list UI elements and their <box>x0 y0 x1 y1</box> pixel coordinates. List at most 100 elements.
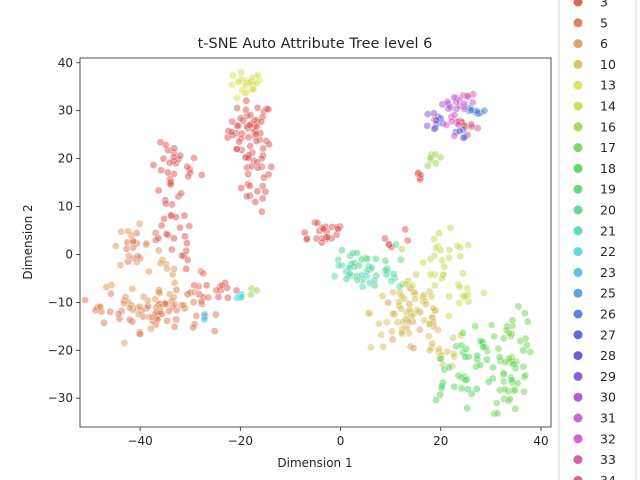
data-point <box>426 153 435 162</box>
data-point <box>507 376 516 384</box>
data-point <box>100 319 108 327</box>
data-point <box>428 339 437 348</box>
data-point <box>148 313 156 322</box>
data-point <box>81 296 89 304</box>
data-point <box>212 286 221 295</box>
chart-title: t-SNE Auto Attribute Tree level 6 <box>198 36 433 52</box>
data-point <box>168 245 176 254</box>
data-point <box>473 107 481 116</box>
data-point <box>450 382 459 391</box>
data-point <box>337 246 346 254</box>
data-point <box>233 104 241 112</box>
data-point <box>461 291 470 300</box>
data-point <box>521 371 530 380</box>
data-point <box>197 297 206 306</box>
data-point <box>252 130 261 138</box>
data-point <box>189 298 198 307</box>
data-point <box>454 120 463 129</box>
data-point <box>122 244 131 253</box>
data-point <box>319 225 328 233</box>
x-axis-ticks: −40 −20 0 20 40 <box>127 427 549 448</box>
series-16 <box>247 150 445 299</box>
data-point <box>125 303 134 312</box>
legend-label-17: 17 <box>600 140 616 155</box>
series-29 <box>423 109 441 133</box>
data-point <box>267 162 276 171</box>
legend-label-6: 6 <box>600 36 608 51</box>
data-point <box>401 225 410 234</box>
legend-marker-6 <box>573 39 583 49</box>
data-point <box>357 255 366 264</box>
legend-marker-31 <box>573 413 583 423</box>
data-point <box>492 399 501 407</box>
series-21 <box>330 261 379 291</box>
data-point <box>511 405 520 413</box>
data-point <box>432 116 441 125</box>
data-point <box>449 349 458 358</box>
legend-marker-20 <box>573 205 583 215</box>
plot-frame <box>79 57 552 428</box>
data-point <box>457 341 466 350</box>
data-point <box>116 261 125 269</box>
data-point <box>253 158 262 167</box>
data-point <box>511 364 520 372</box>
data-point <box>160 214 168 223</box>
data-point <box>392 240 400 249</box>
legend-marker-10 <box>573 59 583 69</box>
data-point <box>312 234 321 243</box>
data-point <box>459 134 468 142</box>
data-point <box>370 276 379 285</box>
data-point <box>157 166 165 175</box>
legend-marker-28 <box>573 351 583 361</box>
series-34 <box>467 120 482 132</box>
data-point <box>243 192 251 201</box>
data-point <box>257 207 266 216</box>
data-point <box>445 292 454 301</box>
data-point <box>438 256 446 265</box>
data-point <box>149 161 158 169</box>
data-point <box>409 344 418 352</box>
legend-label-22: 22 <box>600 244 616 259</box>
data-point <box>405 329 413 338</box>
legend-label-25: 25 <box>600 286 616 301</box>
legend-marker-29 <box>573 371 583 381</box>
data-point <box>455 299 463 307</box>
data-point <box>192 312 201 320</box>
x-axis-label: Dimension 1 <box>277 456 352 470</box>
data-point <box>242 96 251 105</box>
data-point <box>457 384 466 393</box>
data-point <box>162 230 171 238</box>
data-point <box>218 281 226 289</box>
data-point <box>253 187 262 196</box>
data-point <box>438 381 446 390</box>
data-point <box>432 396 440 404</box>
data-point <box>398 245 406 253</box>
data-point <box>395 282 404 291</box>
data-point <box>233 121 242 130</box>
data-point <box>513 379 522 388</box>
legend-label-18: 18 <box>600 161 616 176</box>
data-point <box>357 271 366 280</box>
data-point <box>389 288 397 297</box>
series-13 <box>227 68 264 102</box>
data-point <box>124 252 133 260</box>
data-point <box>172 213 180 221</box>
legend-label-29: 29 <box>600 369 616 384</box>
data-point <box>244 133 253 142</box>
legend-marker-18 <box>573 163 583 173</box>
data-point <box>214 293 223 301</box>
data-point <box>102 283 111 292</box>
data-point <box>445 246 454 254</box>
data-point <box>440 263 449 271</box>
data-point <box>128 284 136 293</box>
data-point <box>483 355 491 364</box>
data-point <box>152 303 160 312</box>
data-point <box>178 251 186 260</box>
data-point <box>172 285 181 294</box>
legend-marker-5 <box>573 18 583 28</box>
data-point <box>520 387 528 396</box>
data-point <box>408 281 417 290</box>
data-point <box>523 317 532 326</box>
data-point <box>381 256 390 265</box>
